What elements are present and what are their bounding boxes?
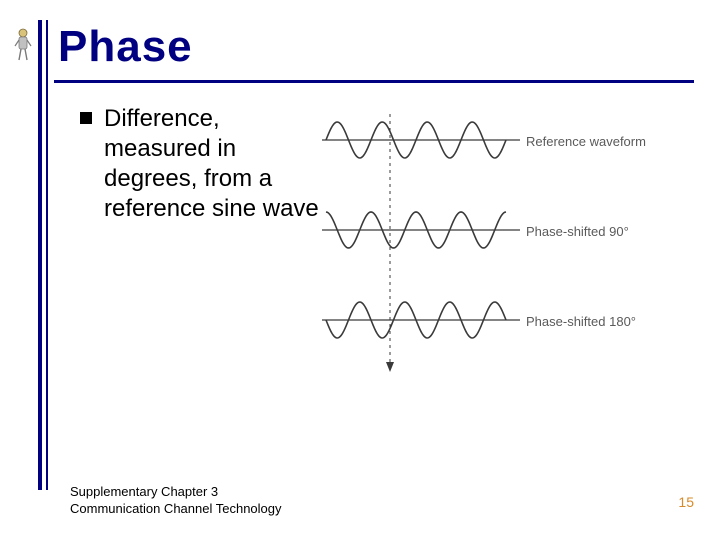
- footer-line-1: Supplementary Chapter 3: [70, 484, 282, 501]
- vertical-rule-inner: [46, 20, 48, 490]
- page-number: 15: [678, 494, 694, 510]
- bullet-square-icon: [80, 112, 92, 124]
- wave-label-90: Phase-shifted 90°: [526, 224, 629, 239]
- bullet-item: Difference, measured in degrees, from a …: [80, 104, 324, 224]
- footer-text: Supplementary Chapter 3 Communication Ch…: [70, 484, 282, 518]
- footer-line-2: Communication Channel Technology: [70, 501, 282, 518]
- wave-label-reference: Reference waveform: [526, 134, 646, 149]
- slide-title: Phase: [58, 22, 193, 72]
- phase-diagram: Reference waveform Phase-shifted 90° Pha…: [316, 100, 702, 380]
- vertical-rule-outer: [38, 20, 42, 490]
- mascot-icon: [14, 28, 32, 67]
- horizontal-rule: [54, 80, 694, 83]
- slide: Phase Difference, measured in degrees, f…: [0, 0, 720, 540]
- bullet-text: Difference, measured in degrees, from a …: [104, 104, 324, 224]
- wave-label-180: Phase-shifted 180°: [526, 314, 636, 329]
